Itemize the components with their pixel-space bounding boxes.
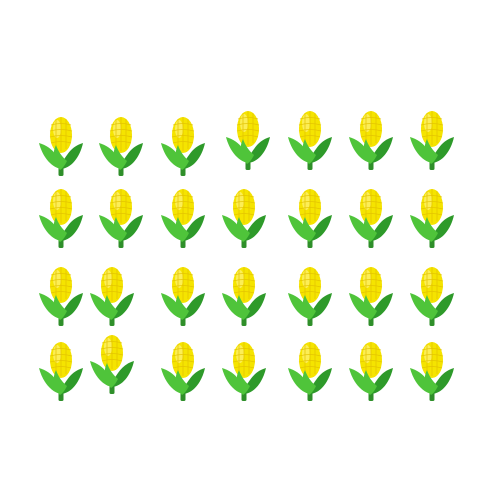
corn-cob-icon <box>409 185 455 249</box>
corn-cob-icon <box>221 338 267 402</box>
corn-cob-icon <box>409 338 455 402</box>
corn-cob-icon <box>221 263 267 327</box>
corn-cob-icon <box>160 113 206 177</box>
corn-cob-icon <box>38 113 84 177</box>
corn-cob-icon <box>38 263 84 327</box>
corn-cob-icon <box>287 338 333 402</box>
corn-cob-icon <box>98 185 144 249</box>
corn-cob-icon <box>348 338 394 402</box>
corn-cob-icon <box>225 107 271 171</box>
corn-cob-icon <box>160 185 206 249</box>
corn-cob-icon <box>409 263 455 327</box>
corn-cob-icon <box>221 185 267 249</box>
corn-cob-icon <box>348 107 394 171</box>
corn-cob-icon <box>38 185 84 249</box>
corn-cob-icon <box>348 185 394 249</box>
corn-cob-icon <box>348 263 394 327</box>
corn-cob-icon <box>98 113 144 177</box>
corn-cob-icon <box>287 107 333 171</box>
corn-cob-icon <box>409 107 455 171</box>
corn-cob-icon <box>89 263 135 327</box>
corn-cob-icon <box>287 185 333 249</box>
corn-cob-icon <box>160 338 206 402</box>
corn-cob-icon <box>287 263 333 327</box>
corn-cob-icon <box>89 331 135 395</box>
corn-cob-icon <box>160 263 206 327</box>
corn-cob-icon <box>38 338 84 402</box>
